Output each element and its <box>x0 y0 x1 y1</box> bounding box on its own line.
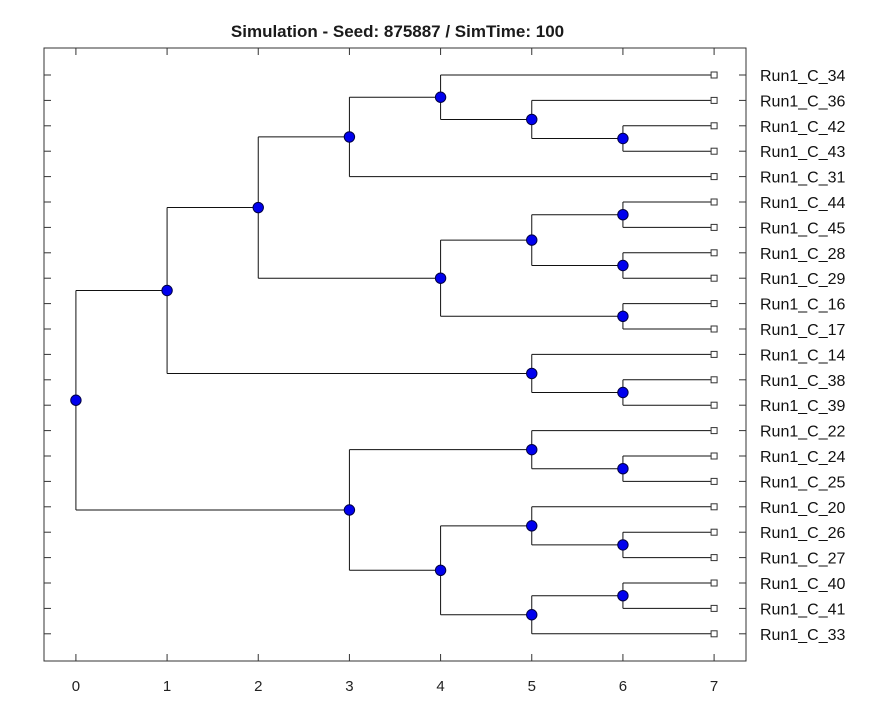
internal-node <box>252 201 264 214</box>
leaf-label: Run1_C_42 <box>760 119 846 136</box>
leaf-marker <box>710 477 718 485</box>
internal-node <box>617 310 629 322</box>
chart-title: Simulation - Seed: 875887 / SimTime: 100 <box>230 22 565 41</box>
internal-nodes <box>70 91 629 621</box>
internal-node <box>526 113 538 126</box>
leaf-marker <box>710 579 718 587</box>
leaf-marker <box>710 147 718 155</box>
leaf-label: Run1_C_28 <box>760 246 846 263</box>
leaf-marker <box>710 350 718 358</box>
x-tick-label: 1 <box>163 678 171 695</box>
internal-node <box>526 609 538 621</box>
leaf-marker <box>710 71 718 79</box>
leaf-markers <box>710 71 718 638</box>
internal-node <box>526 443 538 456</box>
x-tick-label: 3 <box>345 678 353 695</box>
leaf-marker <box>710 427 718 435</box>
leaf-marker <box>710 452 718 460</box>
leaf-label: Run1_C_17 <box>760 322 846 339</box>
leaf-marker <box>710 604 718 612</box>
leaf-marker <box>710 630 718 638</box>
leaf-label: Run1_C_44 <box>760 195 846 212</box>
leaf-label: Run1_C_45 <box>760 220 846 237</box>
leaf-label: Run1_C_20 <box>760 500 846 517</box>
internal-node <box>617 259 629 272</box>
leaf-marker <box>710 376 718 384</box>
leaf-marker <box>710 325 718 333</box>
leaf-marker <box>710 223 718 231</box>
leaf-label: Run1_C_14 <box>760 347 846 364</box>
x-tick-label: 5 <box>528 678 536 695</box>
internal-node <box>617 386 629 399</box>
leaf-label: Run1_C_40 <box>760 576 846 593</box>
leaf-label: Run1_C_25 <box>760 474 846 491</box>
leaf-label: Run1_C_29 <box>760 271 846 288</box>
leaf-label: Run1_C_26 <box>760 525 846 542</box>
leaf-marker <box>710 198 718 206</box>
internal-node <box>434 91 447 103</box>
internal-node <box>343 131 356 143</box>
leaf-label: Run1_C_36 <box>760 93 846 110</box>
internal-node <box>617 590 629 602</box>
leaf-marker <box>710 401 718 409</box>
x-tick-label: 0 <box>72 678 80 695</box>
leaf-label: Run1_C_38 <box>760 373 846 390</box>
x-tick-label: 4 <box>436 678 444 695</box>
internal-node <box>70 394 82 406</box>
leaf-marker <box>710 503 718 511</box>
x-tick-label: 6 <box>619 678 627 695</box>
x-tick-label: 7 <box>710 678 718 695</box>
leaf-label: Run1_C_27 <box>760 551 846 568</box>
leaf-label: Run1_C_41 <box>760 601 846 618</box>
internal-node <box>526 367 538 380</box>
internal-node <box>161 284 173 297</box>
leaf-label: Run1_C_16 <box>760 297 846 314</box>
internal-node <box>617 463 629 475</box>
leaf-label: Run1_C_33 <box>760 627 846 644</box>
internal-node <box>434 272 447 284</box>
internal-node <box>617 209 629 221</box>
leaf-label: Run1_C_22 <box>760 424 846 441</box>
leaf-marker <box>710 528 718 536</box>
y-ticks <box>44 74 746 635</box>
leaf-labels: Run1_C_34 Run1_C_36 Run1_C_42 Run1_C_43 Run1… <box>760 68 846 644</box>
leaf-marker <box>710 122 718 130</box>
leaf-marker <box>710 554 718 562</box>
internal-node <box>526 520 538 532</box>
x-tick-label: 2 <box>254 678 262 695</box>
leaf-marker <box>710 249 718 257</box>
branches <box>75 74 715 635</box>
leaf-marker <box>710 173 718 181</box>
internal-node <box>526 234 538 246</box>
internal-node <box>343 504 356 516</box>
leaf-marker <box>710 274 718 282</box>
x-axis: 0 1 2 3 4 5 6 7 <box>72 48 718 695</box>
leaf-marker <box>710 300 718 308</box>
leaf-marker <box>710 96 718 104</box>
leaf-label: Run1_C_34 <box>760 68 846 85</box>
internal-node <box>617 539 629 551</box>
leaf-label: Run1_C_24 <box>760 449 846 466</box>
leaf-label: Run1_C_39 <box>760 398 846 415</box>
internal-node <box>617 132 629 145</box>
leaf-label: Run1_C_43 <box>760 144 846 161</box>
leaf-label: Run1_C_31 <box>760 170 846 187</box>
internal-node <box>434 564 447 576</box>
